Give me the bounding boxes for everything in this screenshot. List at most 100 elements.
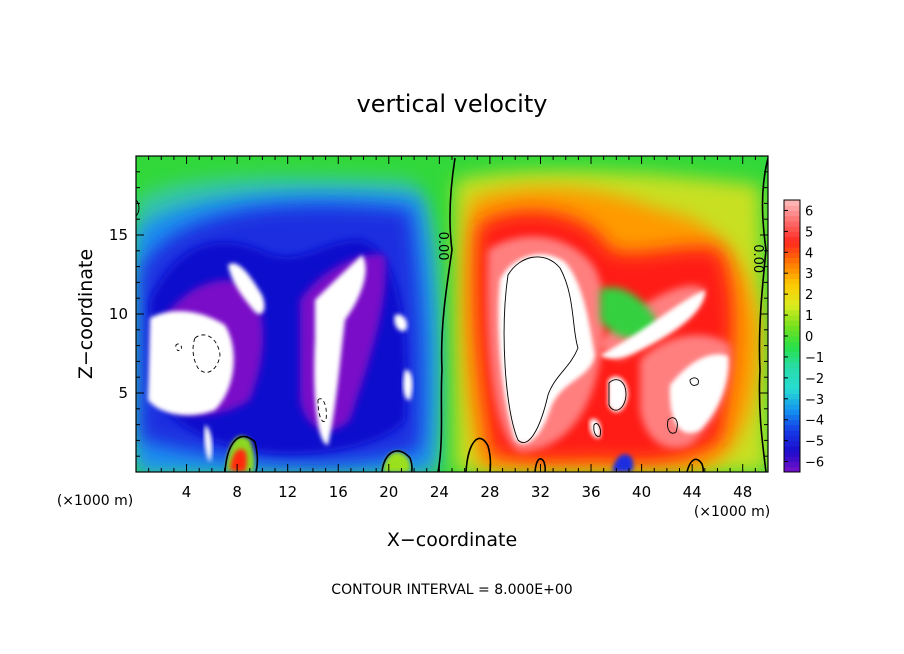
x-axis: 4 8 12 16 20 24 28 32 36 40 44 48: [148, 156, 756, 501]
colorbar-band: [784, 215, 800, 222]
x-tick-label: 40: [632, 483, 651, 501]
colorbar-band: [784, 456, 800, 463]
colorbar-band: [784, 236, 800, 243]
contour-small-updraft-4: [689, 377, 699, 386]
contour-label: 0.00: [435, 232, 450, 261]
colorbar-band: [784, 341, 800, 347]
colorbar-band: [784, 268, 800, 274]
x-unit-right: (×1000 m): [694, 504, 770, 520]
heatmap-field: 0.00 0.00: [136, 156, 768, 472]
colorbar-band: [784, 226, 800, 232]
colorbar-band: [784, 299, 800, 306]
y-tick-label: 5: [118, 384, 128, 402]
contour-updraft-core: [503, 256, 579, 443]
x-axis-label: X−coordinate: [387, 529, 517, 551]
x-unit-left: (×1000 m): [57, 493, 133, 509]
colorbar-band: [784, 419, 800, 426]
colorbar-band: [784, 409, 800, 415]
colorbar-band: [784, 315, 800, 321]
downdraft-core: [148, 255, 413, 462]
zero-contour-left: [437, 157, 456, 472]
colorbar-label: −3: [805, 393, 824, 408]
contour-interval-note: CONTOUR INTERVAL = 8.000E+00: [331, 582, 572, 598]
colorbar-band: [784, 377, 800, 384]
y-tick-label: 10: [109, 305, 128, 323]
x-tick-label: 16: [329, 483, 348, 501]
x-tick-label: 28: [480, 483, 499, 501]
x-tick-label: 24: [430, 483, 449, 501]
colorbar-band: [784, 294, 800, 300]
colorbar-band: [784, 404, 800, 410]
contour-surface-4: [534, 458, 547, 472]
contour-surface-1: [224, 435, 259, 472]
colorbar-band: [784, 362, 800, 368]
x-tick-label: 48: [733, 483, 752, 501]
colorbar: 6 5 4 3 2 1 0 −1 −2 −3 −4 −5 −6: [783, 199, 824, 473]
x-tick-label: 20: [379, 483, 398, 501]
colorbar-band: [784, 231, 800, 238]
x-tick-label: 4: [182, 483, 192, 501]
colorbar-band: [784, 336, 800, 342]
y-tick-label: 15: [109, 226, 128, 244]
contour-small-updraft-2: [593, 423, 601, 437]
colorbar-band: [784, 247, 800, 253]
zero-contour-right: [758, 157, 768, 472]
colorbar-band: [784, 461, 800, 468]
colorbar-band: [784, 205, 800, 211]
colorbar-band: [784, 388, 800, 395]
colorbar-band: [784, 273, 800, 279]
x-tick-label: 36: [581, 483, 600, 501]
colorbar-band: [784, 445, 800, 452]
colorbar-label: 5: [805, 225, 813, 240]
colorbar-band: [784, 278, 800, 285]
colorbar-band: [784, 252, 800, 259]
colorbar-band: [784, 200, 800, 206]
colorbar-label: 0: [805, 330, 813, 345]
colorbar-band: [784, 304, 800, 311]
colorbar-band: [784, 372, 800, 379]
x-tick-label: 12: [278, 483, 297, 501]
y-axis: 5 10 15: [109, 171, 768, 457]
colorbar-band: [784, 414, 800, 421]
colorbar-band: [784, 241, 800, 248]
x-tick-label: 8: [232, 483, 242, 501]
colorbar-label: −5: [805, 435, 824, 450]
contour-label: 0.00: [750, 244, 765, 273]
colorbar-label: 1: [805, 309, 813, 324]
contour-downdraft-tiny: [175, 343, 182, 352]
colorbar-label: 4: [805, 246, 813, 261]
contour-labels: 0.00 0.00: [435, 232, 765, 274]
colorbar-band: [784, 466, 800, 473]
colorbar-label: −4: [805, 414, 824, 429]
colorbar-band: [784, 393, 800, 400]
colorbar-band: [784, 325, 800, 332]
y-axis-label: Z−coordinate: [75, 249, 97, 379]
colorbar-band: [784, 430, 800, 436]
colorbar-band: [784, 320, 800, 327]
colorbar-label: 2: [805, 288, 813, 303]
colorbar-label: 3: [805, 267, 813, 282]
colorbar-band: [784, 210, 800, 217]
surface-features: [226, 436, 634, 472]
colorbar-band: [784, 262, 800, 269]
x-tick-label: 32: [531, 483, 550, 501]
colorbar-label: 6: [805, 204, 813, 219]
colorbar-band: [784, 257, 800, 264]
colorbar-label: −1: [805, 351, 824, 366]
colorbar-band: [784, 309, 800, 316]
colorbar-band: [784, 220, 800, 227]
colorbar-band: [784, 283, 800, 290]
contour-small-updraft-1: [608, 379, 627, 411]
contour-small-updraft-3: [667, 417, 678, 434]
colorbar-label: −2: [805, 372, 824, 387]
contour-lines-thin: [136, 199, 699, 443]
colorbar-band: [784, 424, 800, 431]
contour-edge-left: [136, 199, 140, 217]
colorbar-band: [784, 440, 800, 447]
colorbar-band: [784, 367, 800, 374]
colorbar-band: [784, 435, 800, 442]
chart-title: vertical velocity: [357, 90, 548, 118]
contour-lines: [224, 157, 768, 472]
colorbar-band: [784, 351, 800, 358]
